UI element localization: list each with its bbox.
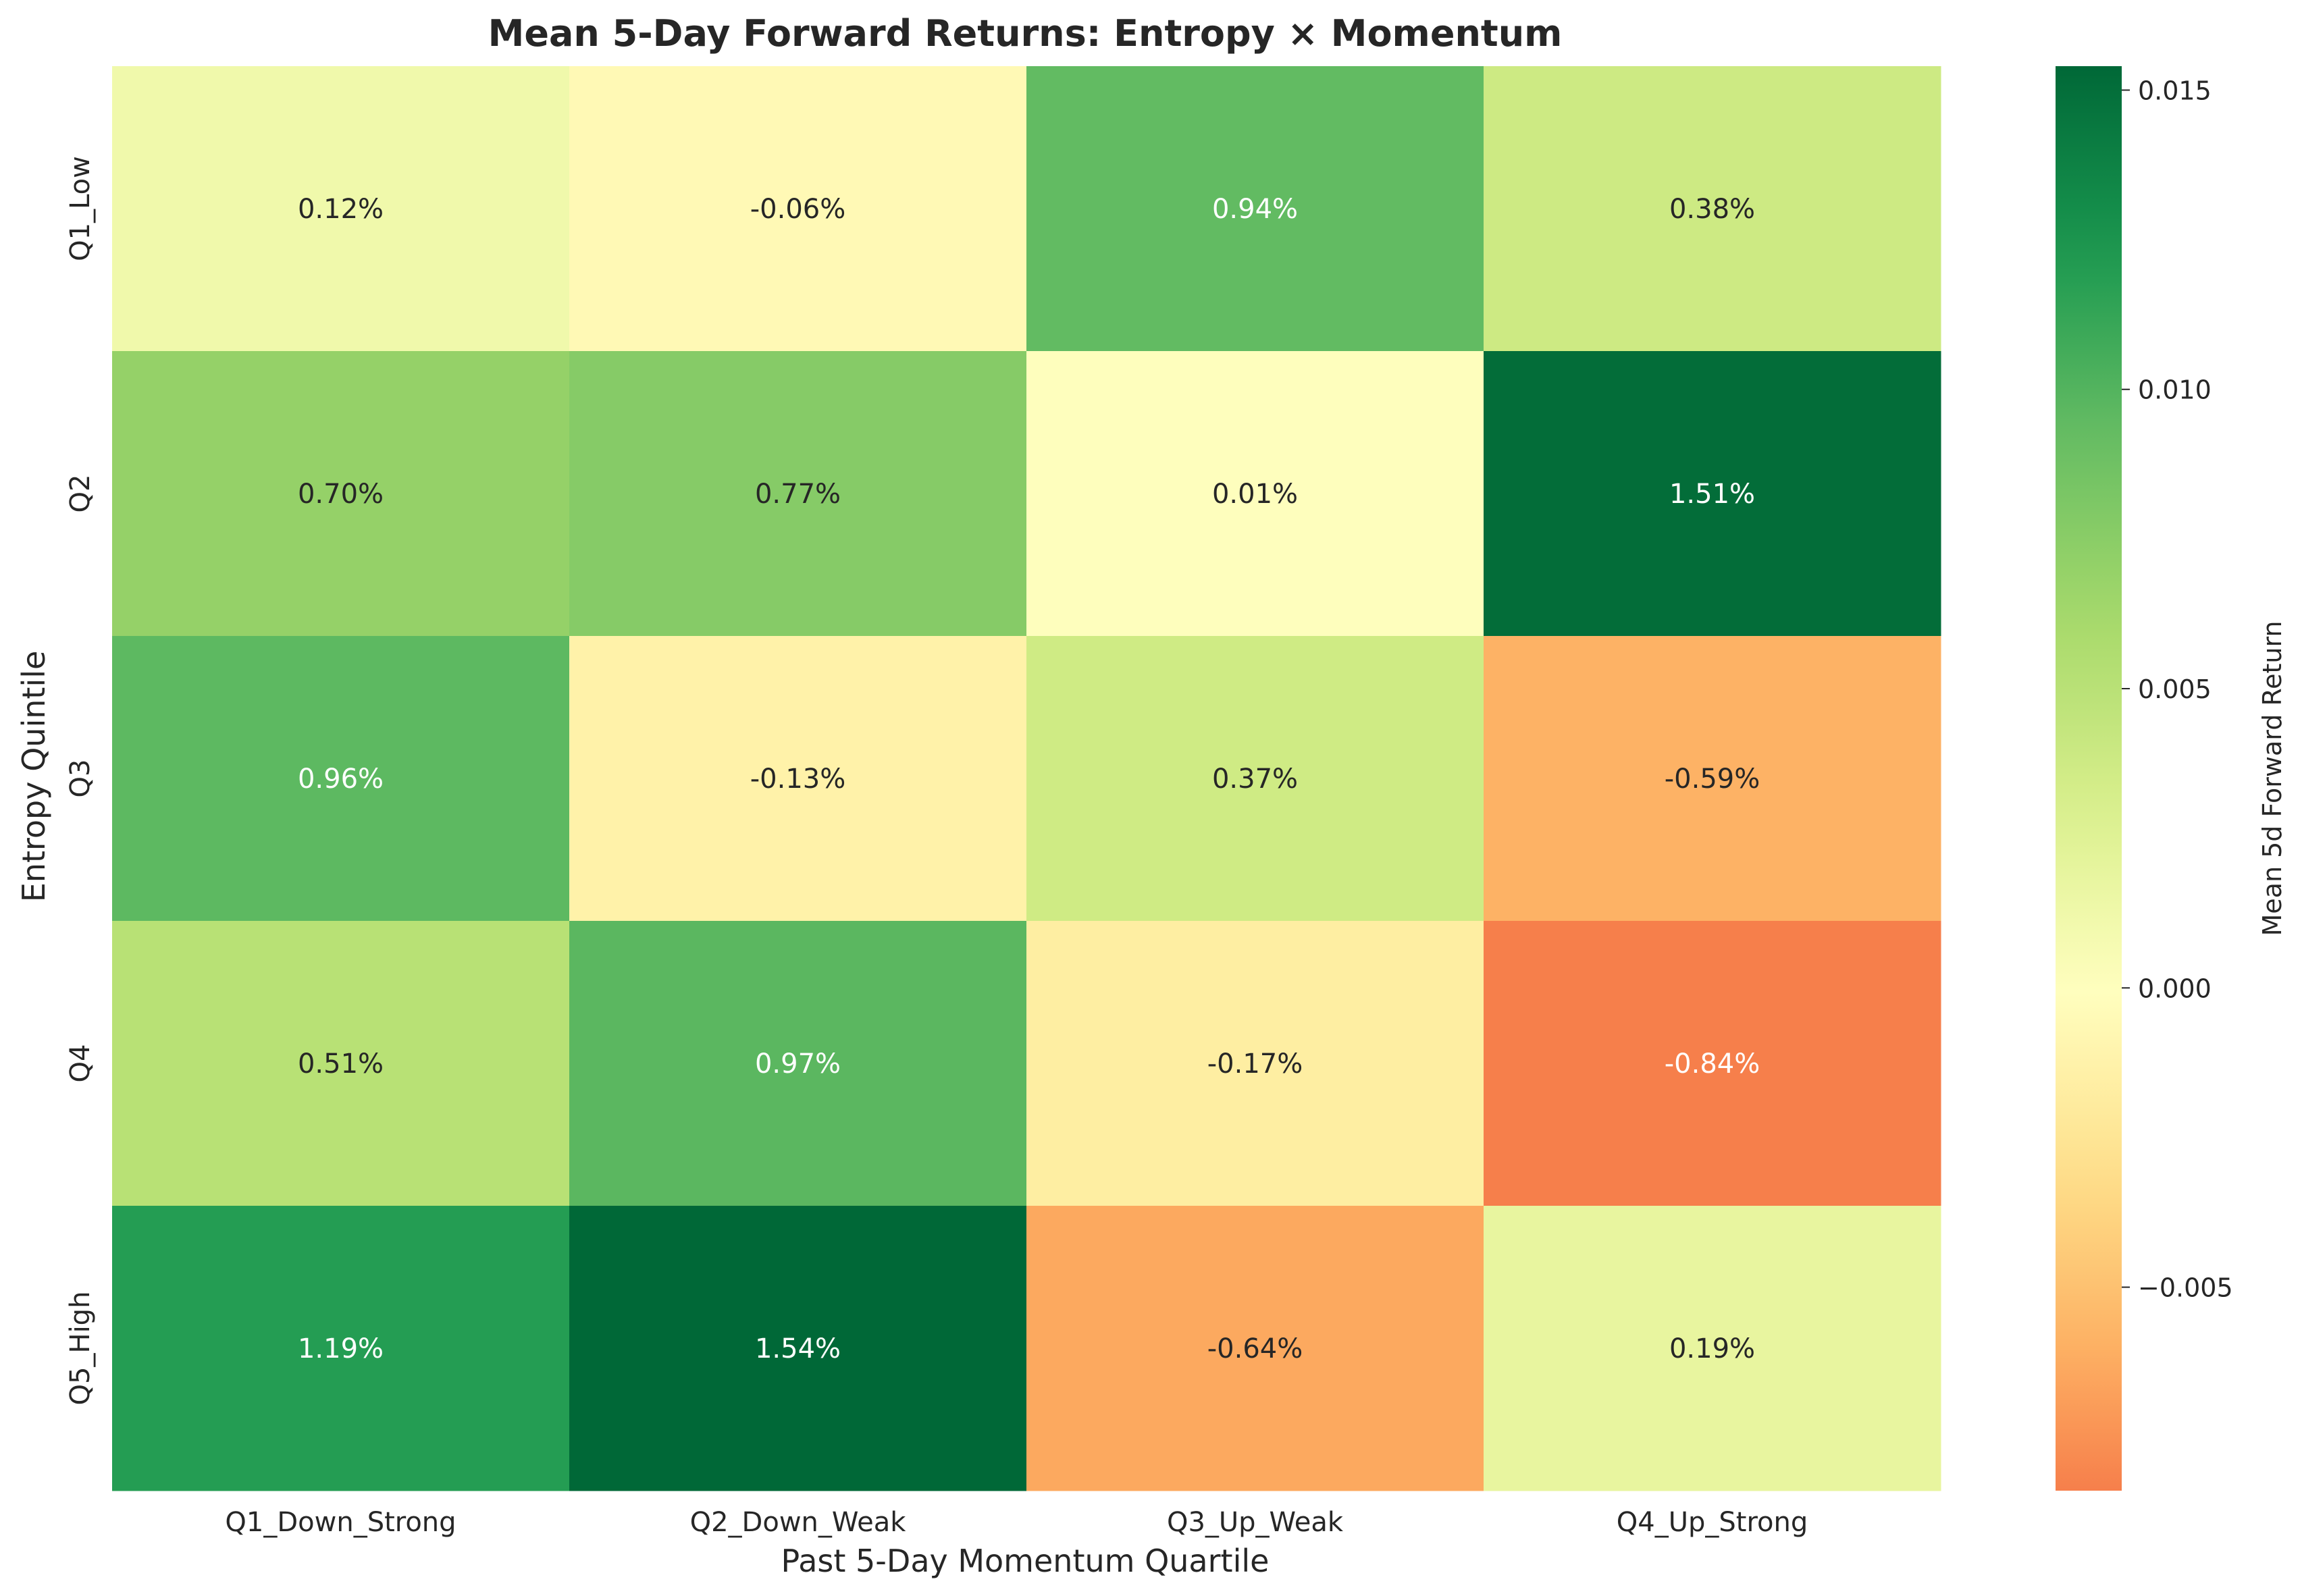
colorbar-label: Mean 5d Forward Return: [2257, 621, 2287, 936]
heatmap-cell: [112, 921, 570, 1206]
x-tick-label: Q1_Down_Strong: [225, 1507, 456, 1538]
colorbar-ticks: −0.005 0.000 0.005 0.010 0.015: [2122, 76, 2233, 1303]
x-tick-label: Q2_Down_Weak: [690, 1507, 907, 1538]
chart-title: Mean 5-Day Forward Returns: Entropy × Mo…: [488, 12, 1563, 55]
cell-annotation: 0.97%: [755, 1048, 841, 1080]
x-tick-label: Q4_Up_Strong: [1617, 1507, 1808, 1538]
y-tick-label: Q3: [65, 760, 96, 798]
y-tick-label: Q1_Low: [65, 156, 96, 261]
colorbar-tick-label: 0.005: [2138, 674, 2212, 704]
heatmap-cell: [1484, 66, 1941, 352]
heatmap-cell: [1026, 66, 1484, 352]
heatmap-cell: [112, 351, 570, 637]
heatmap-cell: [1026, 351, 1484, 637]
y-tick-label: Q2: [65, 475, 96, 513]
cell-annotation: -0.84%: [1665, 1048, 1760, 1080]
colorbar-tick-label: 0.010: [2138, 375, 2212, 405]
cell-annotation: -0.13%: [750, 764, 846, 795]
colorbar: −0.005 0.000 0.005 0.010 0.015 Mean 5d Forwa…: [2056, 66, 2287, 1491]
cell-annotation: 0.51%: [298, 1048, 384, 1080]
x-tick-labels: Q1_Down_Strong Q2_Down_Weak Q3_Up_Weak Q4_U…: [225, 1507, 1808, 1538]
colorbar-tick-label: −0.005: [2138, 1273, 2233, 1303]
heatmap-cell: [569, 1206, 1027, 1491]
cell-annotation: 0.38%: [1669, 194, 1755, 225]
colorbar-tick-label: 0.015: [2138, 76, 2212, 105]
cell-annotation: 0.94%: [1212, 194, 1298, 225]
heatmap-cell: [569, 921, 1027, 1206]
y-axis-label: Entropy Quintile: [16, 651, 52, 903]
heatmap-cell: [1484, 1206, 1941, 1491]
y-tick-labels: Q1_Low Q2 Q3 Q4 Q5_High: [65, 156, 96, 1405]
heatmap-cell: [1026, 636, 1484, 922]
cell-annotation: 0.77%: [755, 479, 841, 510]
cell-annotation: 0.96%: [298, 764, 384, 795]
cell-annotation: -0.06%: [750, 194, 846, 225]
heatmap-cell: [1484, 921, 1941, 1206]
cell-annotation: 0.19%: [1669, 1333, 1755, 1364]
heatmap-cell: [112, 1206, 570, 1491]
cell-annotation: 0.01%: [1212, 479, 1298, 510]
cell-annotation: 1.54%: [755, 1333, 841, 1364]
y-tick-label: Q5_High: [65, 1292, 96, 1406]
heatmap-cell: [1484, 351, 1941, 637]
x-tick-label: Q3_Up_Weak: [1167, 1507, 1344, 1538]
cell-annotations: 0.12% -0.06% 0.94% 0.38% 0.70% 0.77% 0.01% 1.51…: [298, 194, 1760, 1364]
x-axis-label: Past 5-Day Momentum Quartile: [781, 1543, 1270, 1579]
heatmap-cell: [112, 636, 570, 922]
cell-annotation: 0.12%: [298, 194, 384, 225]
cell-annotation: 1.51%: [1669, 479, 1755, 510]
cell-annotation: 0.37%: [1212, 764, 1298, 795]
cell-annotation: 0.70%: [298, 479, 384, 510]
colorbar-tick-label: 0.000: [2138, 974, 2212, 1003]
heatmap-cell: [569, 636, 1027, 922]
heatmap-cells: [112, 66, 1941, 1491]
heatmap-cell: [1026, 1206, 1484, 1491]
cell-annotation: -0.59%: [1665, 764, 1760, 795]
cell-annotation: -0.64%: [1207, 1333, 1303, 1364]
cell-annotation: 1.19%: [298, 1333, 384, 1364]
colorbar-gradient: [2056, 66, 2122, 1491]
heatmap-cell: [1484, 636, 1941, 922]
cell-annotation: -0.17%: [1207, 1048, 1303, 1080]
heatmap-cell: [112, 66, 570, 352]
heatmap-cell: [569, 66, 1027, 352]
heatmap-cell: [1026, 921, 1484, 1206]
y-tick-label: Q4: [65, 1044, 96, 1083]
heatmap-cell: [569, 351, 1027, 637]
